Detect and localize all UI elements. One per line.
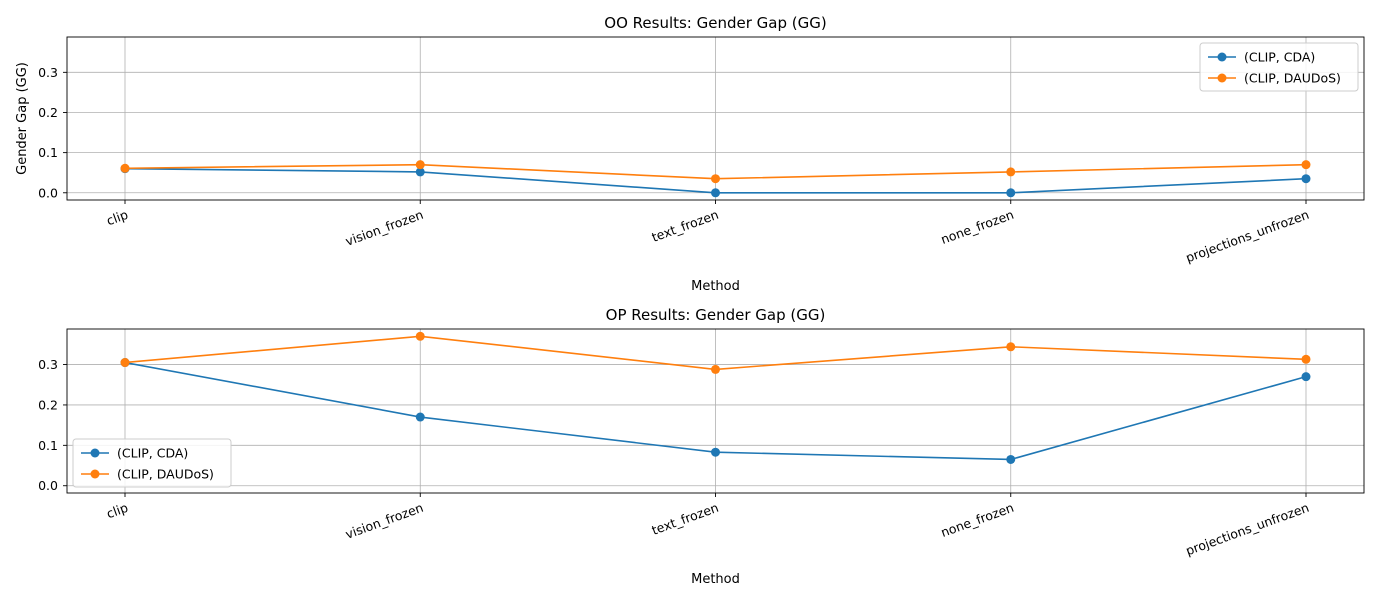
data-point <box>415 167 425 177</box>
chart-title: OO Results: Gender Gap (GG) <box>604 14 826 32</box>
data-point <box>711 447 720 457</box>
data-point <box>120 358 130 368</box>
data-point <box>1301 372 1311 382</box>
data-point <box>415 160 425 170</box>
x-axis-label: Method <box>691 279 740 294</box>
series-2 <box>120 160 1311 184</box>
legend-label: (CLIP, DAUDoS) <box>117 467 214 482</box>
x-tick-label: projections_unfrozen <box>1184 500 1311 559</box>
legend-box <box>72 438 232 488</box>
data-point <box>1006 167 1016 177</box>
data-point <box>711 188 720 198</box>
data-point <box>711 174 720 184</box>
legend-label: (CLIP, CDA) <box>117 446 188 461</box>
chart-panel-1: 0.0 0.1 0.2 0.3 clip vision_frozen text_frozen… <box>15 14 1365 294</box>
x-tick-label: clip <box>104 207 130 229</box>
legend-label: (CLIP, DAUDoS) <box>1244 71 1341 86</box>
legend-marker <box>90 469 100 479</box>
legend: (CLIP, CDA) (CLIP, DAUDoS) <box>1199 42 1359 92</box>
x-axis-label: Method <box>691 572 740 587</box>
x-tick-label: none_frozen <box>939 500 1016 540</box>
y-tick-label: 0.3 <box>38 65 58 80</box>
y-tick-label: 0.2 <box>38 105 58 120</box>
data-point <box>1006 454 1016 464</box>
legend-marker <box>1217 73 1227 83</box>
legend: (CLIP, CDA) (CLIP, DAUDoS) <box>72 438 232 488</box>
x-tick-label: text_frozen <box>650 207 721 245</box>
x-tick-label: clip <box>104 500 130 522</box>
data-point <box>1006 188 1016 198</box>
legend-marker <box>1217 52 1227 62</box>
x-tick-label: vision_frozen <box>343 207 425 249</box>
data-point <box>1301 160 1311 170</box>
data-point <box>415 331 425 341</box>
y-tick-label: 0.0 <box>38 478 58 493</box>
data-point <box>1006 342 1016 352</box>
y-tick-label: 0.1 <box>38 438 58 453</box>
series-2 <box>120 331 1311 374</box>
y-tick-label: 0.1 <box>38 145 58 160</box>
y-tick-label: 0.2 <box>38 397 58 412</box>
data-point <box>1301 174 1311 184</box>
y-tick-label: 0.3 <box>38 357 58 372</box>
data-point <box>711 364 720 374</box>
legend-marker <box>90 448 100 458</box>
data-point <box>415 412 425 422</box>
y-axis-label: Gender Gap (GG) <box>15 62 30 175</box>
chart-panel-2: 0.0 0.1 0.2 0.3 clip vision_frozen text_frozen… <box>38 306 1365 587</box>
x-tick-label: none_frozen <box>939 207 1016 247</box>
data-point <box>1301 354 1311 364</box>
y-tick-label: 0.0 <box>38 185 58 200</box>
x-tick-label: projections_unfrozen <box>1184 207 1311 266</box>
data-point <box>120 163 130 173</box>
legend-box <box>1199 42 1359 92</box>
legend-label: (CLIP, CDA) <box>1244 50 1315 65</box>
x-tick-label: vision_frozen <box>343 500 425 542</box>
x-tick-label: text_frozen <box>650 500 721 538</box>
chart-title: OP Results: Gender Gap (GG) <box>606 306 826 324</box>
